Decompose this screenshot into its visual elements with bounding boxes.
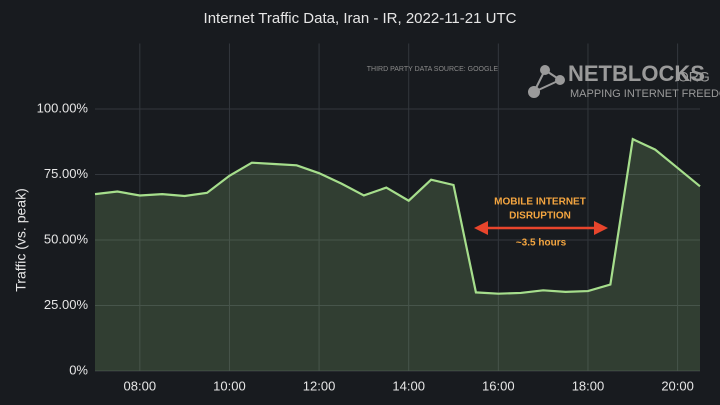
x-tick-label: 18:00 [572, 378, 605, 393]
x-tick-label: 12:00 [303, 378, 336, 393]
x-tick-label: 14:00 [392, 378, 425, 393]
y-tick-label: 25.00% [44, 297, 89, 312]
x-tick-label: 10:00 [213, 378, 246, 393]
area-fill [95, 139, 700, 371]
logo-icon [528, 65, 565, 98]
annotation-text: MOBILE INTERNET [494, 197, 586, 208]
y-axis-label: Traffic (vs. peak) [13, 188, 29, 291]
plot: 0% 25.00% 50.00% 75.00% 100.00% 08:00 10:00 12:… [37, 43, 701, 393]
logo-suffix: .ORG [674, 69, 710, 85]
x-tick-label: 16:00 [482, 378, 515, 393]
annotation-text: DISRUPTION [509, 211, 571, 222]
chart-title: Internet Traffic Data, Iran - IR, 2022-1… [204, 10, 517, 27]
line [94, 137, 701, 295]
y-tick-label: 100.00% [37, 100, 89, 115]
source-note: THIRD PARTY DATA SOURCE: GOOGLE [367, 66, 499, 73]
x-tick-label: 08:00 [124, 378, 157, 393]
x-tick-label: 20:00 [661, 378, 694, 393]
annotation-duration: ~3.5 hours [516, 238, 567, 249]
y-tick-label: 0% [69, 362, 88, 377]
logo-tagline: MAPPING INTERNET FREEDOM [570, 88, 720, 100]
logo-name: NETBLOCKS [568, 61, 705, 86]
y-tick-label: 75.00% [44, 166, 89, 181]
arrow [474, 221, 608, 235]
y-tick-label: 50.00% [44, 231, 89, 246]
